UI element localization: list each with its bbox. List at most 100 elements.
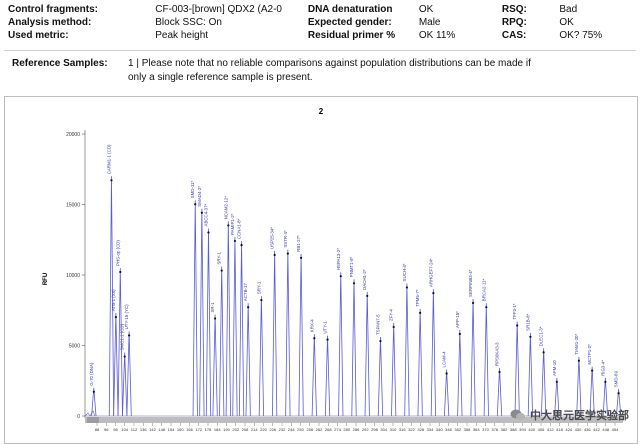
peak-label: SMAD4-2* bbox=[197, 186, 202, 207]
x-tick-label: 154 bbox=[168, 427, 175, 432]
x-tick-label: 160 bbox=[177, 427, 184, 432]
x-tick-label: 274 bbox=[334, 427, 341, 432]
peak-marker bbox=[604, 380, 607, 384]
peak-marker bbox=[591, 369, 594, 372]
header-label: Expected gender: bbox=[307, 17, 392, 28]
peak-label: TFF3-1* bbox=[512, 303, 517, 319]
x-tick-label: 328 bbox=[417, 427, 424, 432]
peak-trace bbox=[219, 266, 225, 417]
size-ruler-band bbox=[85, 417, 623, 423]
peak-trace bbox=[126, 331, 132, 417]
x-tick-label: 430 bbox=[575, 427, 582, 432]
peak-label: DLEC1-3* bbox=[539, 326, 544, 346]
peak-label: MCTP1-2* bbox=[587, 344, 592, 365]
peak-label: G-70 (DNA) bbox=[89, 362, 94, 386]
x-tick-label: 388 bbox=[510, 427, 517, 432]
peak-label: CCNA1-8* bbox=[237, 218, 242, 239]
peak-label: ATB-1 (XII) bbox=[111, 289, 116, 311]
peak-trace bbox=[245, 303, 251, 417]
x-tick-label: 412 bbox=[547, 427, 554, 432]
peak-trace bbox=[117, 267, 123, 417]
peak-label: RPS6KA3-3 bbox=[495, 342, 500, 366]
peak-marker bbox=[123, 355, 126, 358]
x-tick-label: 400 bbox=[528, 427, 535, 432]
y-axis-label: RFU bbox=[43, 273, 49, 285]
x-tick-label: 104 bbox=[121, 427, 128, 432]
peak-label: TSPAN7-5 bbox=[375, 314, 380, 335]
peak-trace bbox=[212, 314, 218, 417]
peak-marker bbox=[419, 311, 422, 314]
x-tick-label: 382 bbox=[501, 427, 508, 432]
x-tick-label: 148 bbox=[158, 427, 165, 432]
peak-label: UTY-1 bbox=[323, 321, 328, 334]
x-tick-label: 244 bbox=[288, 427, 295, 432]
peak-label: DACH1-2* bbox=[362, 269, 367, 290]
peak-trace bbox=[108, 176, 115, 417]
reference-samples-row: Reference Samples: 1 | Please note that … bbox=[12, 57, 622, 83]
x-tick-label: 208 bbox=[242, 427, 249, 432]
peak-label: SMD-11* bbox=[190, 180, 195, 198]
reference-samples-label: Reference Samples: bbox=[12, 58, 108, 69]
peak-trace bbox=[272, 251, 278, 417]
header-info-table: Control fragments: CF-003-[brown] QDX2 (A… bbox=[4, 3, 636, 42]
peak-label: ARHGEF7-24* bbox=[428, 258, 433, 287]
peak-trace bbox=[351, 279, 357, 417]
peak-trace bbox=[391, 322, 397, 417]
x-tick-label: 96 bbox=[104, 427, 109, 432]
peak-trace bbox=[122, 352, 128, 417]
peak-trace bbox=[483, 303, 489, 417]
x-tick-label: 310 bbox=[390, 427, 397, 432]
peak-marker bbox=[379, 339, 382, 343]
peak-marker bbox=[110, 179, 113, 182]
peak-marker bbox=[485, 306, 488, 309]
header-value: OK bbox=[559, 17, 574, 28]
peak-trace bbox=[554, 377, 560, 417]
x-tick-label: 184 bbox=[214, 427, 221, 432]
peak-marker bbox=[247, 306, 250, 309]
peak-trace bbox=[258, 296, 264, 417]
peak-trace bbox=[377, 337, 384, 417]
peak-marker bbox=[498, 370, 501, 374]
electropherogram-panel: 2 RFU 20000 15000 10000 5000 0 88 96 98 104 112 136 1… bbox=[4, 96, 638, 444]
peak-label: SERPINB3-4* bbox=[468, 269, 473, 297]
peak-marker bbox=[529, 335, 532, 338]
peak-marker bbox=[200, 211, 203, 214]
peak-trace bbox=[199, 208, 205, 417]
x-tick-label: 364 bbox=[473, 427, 480, 432]
x-tick-label: 334 bbox=[427, 427, 434, 432]
x-tick-label: 454 bbox=[612, 427, 619, 432]
x-tick-label: 292 bbox=[362, 427, 369, 432]
peak-label: ZFY-4 bbox=[389, 309, 394, 321]
peak-label: KRX-4 bbox=[309, 319, 314, 332]
x-tick-label: 394 bbox=[519, 427, 526, 432]
peak-trace bbox=[113, 313, 119, 417]
x-tick-label: 166 bbox=[186, 427, 193, 432]
peak-label: RIG3-4* bbox=[600, 360, 605, 376]
peak-trace bbox=[496, 368, 503, 417]
peak-trace bbox=[285, 249, 291, 417]
peak-marker bbox=[299, 256, 303, 259]
peak-label: SR-1 bbox=[210, 302, 215, 313]
x-tick-label: 424 bbox=[565, 427, 572, 432]
header-label: Control fragments: bbox=[8, 4, 98, 15]
peak-marker bbox=[127, 334, 131, 337]
header-info-row: Analysis method: Block SSC: On Expected ge… bbox=[4, 16, 636, 29]
header-box bbox=[4, 2, 636, 51]
peak-trace bbox=[192, 200, 198, 417]
peak-marker bbox=[313, 337, 316, 340]
peak-trace bbox=[470, 298, 476, 417]
watermark-text: 中大思元医学实验部 bbox=[530, 410, 629, 422]
x-tick-label: 226 bbox=[269, 427, 276, 432]
y-tick-label: 10000 bbox=[66, 273, 80, 279]
x-tick-label: 112 bbox=[131, 427, 138, 432]
peak-marker bbox=[617, 392, 620, 395]
peak-trace bbox=[417, 308, 423, 417]
y-tick-label: 5000 bbox=[69, 344, 80, 350]
x-tick-label: 298 bbox=[371, 427, 378, 432]
peak-trace bbox=[541, 348, 547, 417]
peak-label: SMD-69 bbox=[614, 371, 619, 388]
header-value: Peak height bbox=[155, 30, 209, 41]
x-tick-label: 178 bbox=[205, 427, 212, 432]
chart-title: 2 bbox=[319, 107, 324, 116]
